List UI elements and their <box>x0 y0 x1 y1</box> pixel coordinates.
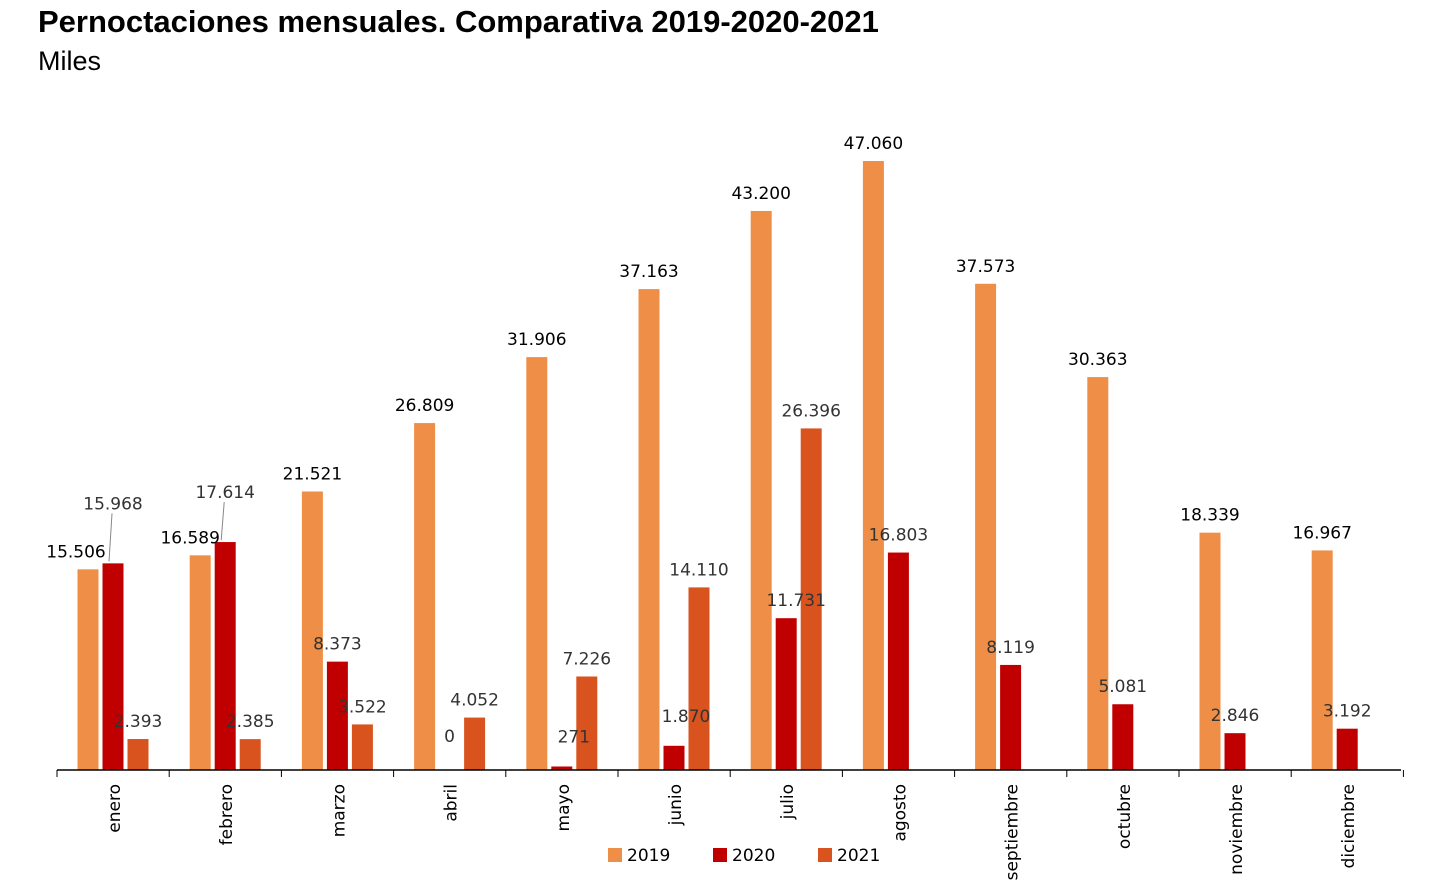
bar-2021-junio <box>688 587 710 770</box>
bar-2021-enero <box>127 739 149 770</box>
data-label-2021-julio: 26.396 <box>781 401 840 421</box>
data-label-2021-abril: 4.052 <box>450 691 499 711</box>
x-tick-label-mayo: mayo <box>554 784 574 831</box>
x-tick-label-octubre: octubre <box>1115 784 1135 849</box>
leader-line-2020-enero <box>108 513 113 562</box>
bar-2021-julio <box>800 428 822 770</box>
x-tick-label-diciembre: diciembre <box>1339 784 1359 868</box>
data-label-2020-marzo: 8.373 <box>313 635 362 655</box>
bar-2019-diciembre <box>1311 550 1333 770</box>
bar-2019-agosto <box>862 161 884 770</box>
legend-label-2021: 2021 <box>837 846 880 866</box>
legend-swatch-2020 <box>713 848 727 862</box>
data-label-2019-febrero: 16.589 <box>160 528 219 548</box>
bar-2021-marzo <box>351 724 373 770</box>
data-label-2019-junio: 37.163 <box>619 262 678 282</box>
leader-line-2020-febrero <box>220 502 225 541</box>
legend-label-2019: 2019 <box>627 846 670 866</box>
data-label-2020-junio: 1.870 <box>662 707 711 727</box>
x-tick-label-junio: junio <box>666 784 686 826</box>
data-label-2020-julio: 11.731 <box>766 591 825 611</box>
bar-2021-mayo <box>576 676 598 770</box>
data-label-2020-enero: 15.968 <box>83 494 142 514</box>
chart-subtitle: Miles <box>38 46 102 76</box>
x-axis: enero febrero marzo abril mayo junio julio agos… <box>56 769 1404 880</box>
bar-2020-junio <box>663 745 685 770</box>
data-label-2019-septiembre: 37.573 <box>956 257 1015 277</box>
bars-layer <box>77 161 1358 771</box>
data-label-2019-octubre: 30.363 <box>1068 350 1127 370</box>
bar-2019-junio <box>638 289 660 770</box>
data-label-2019-agosto: 47.060 <box>844 134 903 154</box>
bar-2021-febrero <box>239 739 261 770</box>
x-tick-label-febrero: febrero <box>217 784 237 845</box>
data-label-2021-febrero: 2.385 <box>226 712 275 732</box>
data-label-2020-febrero: 17.614 <box>195 483 254 503</box>
x-tick-label-noviembre: noviembre <box>1227 784 1247 875</box>
legend-label-2020: 2020 <box>732 846 775 866</box>
data-label-2019-enero: 15.506 <box>46 542 105 562</box>
data-label-2020-mayo: 271 <box>558 727 590 747</box>
data-label-2019-mayo: 31.906 <box>507 330 566 350</box>
bar-2020-marzo <box>326 661 348 770</box>
data-label-2021-marzo: 3.522 <box>338 697 387 717</box>
bar-2020-diciembre <box>1336 728 1358 770</box>
bar-2020-agosto <box>887 552 909 770</box>
legend-swatch-2021 <box>818 848 832 862</box>
legend-swatch-2019 <box>608 848 622 862</box>
bar-2019-marzo <box>301 491 323 770</box>
bar-2019-septiembre <box>975 283 997 770</box>
bar-2020-febrero <box>214 542 236 770</box>
bar-2019-abril <box>414 423 436 770</box>
bar-2020-enero <box>102 563 124 770</box>
bar-2019-julio <box>750 210 772 771</box>
data-label-2020-septiembre: 8.119 <box>986 638 1035 658</box>
data-label-2020-octubre: 5.081 <box>1098 677 1147 697</box>
data-label-2020-agosto: 16.803 <box>869 526 928 546</box>
data-label-2020-abril: 0 <box>444 727 455 747</box>
x-tick-label-enero: enero <box>105 784 125 833</box>
x-tick-label-agosto: agosto <box>890 784 910 842</box>
data-label-2020-noviembre: 2.846 <box>1211 706 1260 726</box>
bar-2020-octubre <box>1112 704 1134 770</box>
bar-2019-octubre <box>1087 377 1109 770</box>
bar-2019-enero <box>77 569 99 770</box>
x-tick-label-abril: abril <box>442 784 462 822</box>
data-label-2019-diciembre: 16.967 <box>1292 523 1351 543</box>
data-label-2019-noviembre: 18.339 <box>1180 506 1239 526</box>
bar-2020-julio <box>775 618 797 770</box>
x-tick-label-septiembre: septiembre <box>1003 784 1023 880</box>
x-tick-label-julio: julio <box>778 784 798 820</box>
data-label-2020-diciembre: 3.192 <box>1323 702 1372 722</box>
data-label-2021-mayo: 7.226 <box>562 649 611 669</box>
data-label-2019-julio: 43.200 <box>731 184 790 204</box>
bar-2020-noviembre <box>1224 733 1246 770</box>
data-label-2021-enero: 2.393 <box>114 712 163 732</box>
bar-2019-febrero <box>189 555 211 770</box>
chart-title: Pernoctaciones mensuales. Comparativa 20… <box>38 4 879 39</box>
bar-2019-noviembre <box>1199 532 1221 770</box>
data-label-2019-marzo: 21.521 <box>283 464 342 484</box>
legend: 2019 2020 2021 <box>608 846 880 866</box>
data-labels: 15.506 16.589 21.521 26.809 31.906 37.163 43.2… <box>46 134 1371 747</box>
bar-2019-mayo <box>526 357 548 770</box>
leader-lines <box>108 502 225 562</box>
bar-2020-mayo <box>551 766 573 770</box>
x-tick-label-marzo: marzo <box>329 784 349 837</box>
bar-2021-abril <box>464 717 486 770</box>
data-label-2021-junio: 14.110 <box>669 560 728 580</box>
data-label-2019-abril: 26.809 <box>395 396 454 416</box>
bar-2020-septiembre <box>1000 664 1022 770</box>
